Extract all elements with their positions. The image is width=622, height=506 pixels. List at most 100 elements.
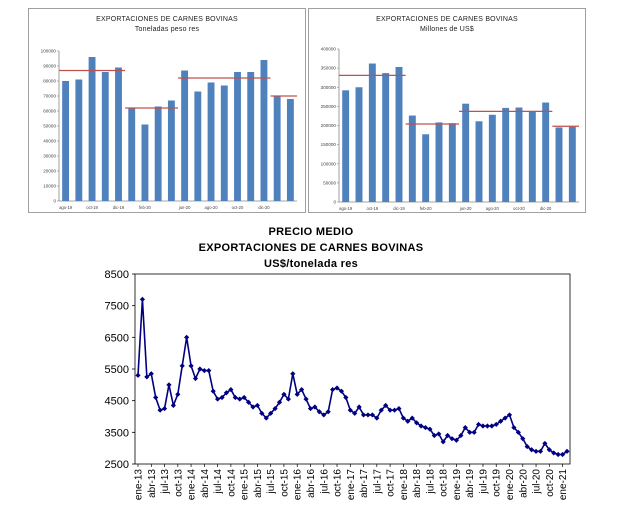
- bar-chart-usd: 0 50000 100000 150000 200000 250000 300000 3500…: [321, 47, 579, 211]
- y-tick-label: 70000: [43, 94, 56, 99]
- x-tick-label: abr-17: [359, 469, 370, 498]
- x-tick-label: oct-20: [545, 469, 556, 497]
- line-chart-price: 2500 3500 4500 5500 6500 7500 8500 ene-13 abr-13…: [105, 269, 571, 501]
- bar: [382, 73, 390, 202]
- x-tick-label: ene-13: [134, 469, 145, 501]
- data-point-marker: [484, 423, 490, 429]
- x-tick-label: jul-19: [478, 469, 489, 495]
- bar: [167, 100, 175, 201]
- x-tick-label: oct-13: [173, 469, 184, 497]
- bar: [207, 82, 215, 201]
- data-point-marker: [365, 412, 371, 418]
- bar: [62, 81, 70, 201]
- data-point-marker: [418, 423, 424, 429]
- x-tick-label: abr-20: [518, 469, 529, 498]
- chart-title: EXPORTACIONES DE CARNES BOVINAS: [96, 16, 238, 23]
- x-tick-label: ene-16: [293, 469, 304, 501]
- y-tick-label: 40000: [43, 139, 56, 144]
- data-point-marker: [462, 424, 468, 431]
- y-tick-label: 200000: [321, 123, 337, 128]
- data-point-marker: [334, 385, 340, 391]
- data-point-marker: [179, 363, 185, 369]
- data-point-marker: [480, 423, 486, 429]
- x-tick-label: oct-15: [279, 469, 290, 497]
- y-tick-label: 8500: [105, 269, 129, 281]
- bar: [395, 66, 403, 202]
- data-point-marker: [188, 363, 194, 369]
- x-tick-label: abr-14: [200, 469, 211, 498]
- bar: [154, 106, 162, 201]
- data-point-marker: [250, 404, 256, 410]
- data-point-marker: [232, 394, 238, 401]
- bar: [515, 107, 523, 202]
- bar: [448, 123, 456, 202]
- data-point-marker: [391, 407, 398, 413]
- bar-chart-tonnes: 0 10000 20000 30000 40000 50000 60000 70000 8000…: [41, 49, 297, 210]
- y-tick-label: 6500: [105, 332, 129, 344]
- data-point-marker: [303, 396, 309, 402]
- data-point-marker: [453, 437, 460, 443]
- x-tick-label: dic-19: [113, 205, 125, 210]
- data-point-marker: [329, 386, 336, 393]
- x-tick-label: dic-20: [258, 205, 270, 210]
- y-tick-label: 100000: [321, 161, 337, 166]
- bar: [273, 96, 281, 201]
- y-tick-label: 90000: [43, 64, 56, 69]
- x-tick-label: ene-18: [399, 469, 410, 501]
- y-tick-label: 2500: [105, 459, 129, 471]
- bar: [475, 121, 483, 202]
- x-tick-label: oct-14: [226, 469, 237, 497]
- bar: [542, 102, 550, 202]
- bar: [101, 72, 109, 201]
- x-tick-label: jul-16: [319, 469, 330, 495]
- y-tick-label: 0: [53, 199, 56, 204]
- x-tick-label: oct-19: [86, 205, 98, 210]
- bar: [342, 90, 350, 202]
- x-tick-label: jun-20: [459, 206, 472, 211]
- x-tick-label: ago-20: [486, 206, 500, 211]
- data-point-marker: [307, 405, 314, 412]
- bar: [488, 114, 496, 202]
- y-tick-label: 150000: [321, 142, 337, 147]
- data-point-marker: [396, 405, 402, 412]
- y-tick-label: 250000: [321, 104, 337, 109]
- data-point-marker: [259, 410, 265, 416]
- y-tick-label: 350000: [321, 66, 337, 71]
- y-tick-label: 50000: [43, 124, 56, 129]
- data-point-marker: [201, 367, 207, 374]
- x-tick-label: oct-20: [232, 205, 244, 210]
- chart-subtitle: Millones de US$: [420, 26, 474, 33]
- chart-panel-tonnes: EXPORTACIONES DE CARNES BOVINAS Tonelada…: [28, 8, 306, 213]
- chart-title: EXPORTACIONES DE CARNES BOVINAS: [376, 16, 518, 23]
- data-point-marker: [245, 399, 252, 405]
- data-point-marker: [276, 399, 283, 405]
- bar: [422, 134, 430, 202]
- y-tick-label: 100000: [41, 49, 57, 54]
- data-point-marker: [135, 372, 141, 378]
- data-point-marker: [529, 447, 535, 453]
- data-point-marker: [546, 447, 552, 453]
- y-tick-label: 7500: [105, 301, 129, 313]
- data-point-marker: [422, 424, 429, 431]
- data-point-marker: [352, 410, 358, 416]
- x-tick-label: abr-19: [465, 469, 476, 498]
- y-tick-label: 10000: [43, 184, 56, 189]
- y-tick-label: 400000: [321, 47, 337, 52]
- x-tick-label: oct-19: [367, 206, 379, 211]
- x-tick-label: ene-20: [505, 469, 516, 501]
- x-tick-label: oct-19: [492, 469, 503, 497]
- data-point-marker: [312, 404, 318, 410]
- y-tick-label: 4500: [105, 396, 129, 408]
- price-series-line: [137, 299, 568, 456]
- bar: [194, 91, 202, 201]
- data-point-marker: [440, 439, 446, 445]
- data-point-marker: [444, 432, 451, 439]
- x-tick-label: ene-17: [346, 469, 357, 501]
- bar: [260, 60, 268, 201]
- data-point-marker: [166, 382, 172, 388]
- x-tick-label: ago-19: [339, 206, 353, 211]
- data-point-marker: [555, 451, 561, 458]
- data-point-marker: [223, 390, 230, 396]
- x-tick-label: dic-19: [393, 206, 405, 211]
- x-tick-label: abr-16: [306, 469, 317, 498]
